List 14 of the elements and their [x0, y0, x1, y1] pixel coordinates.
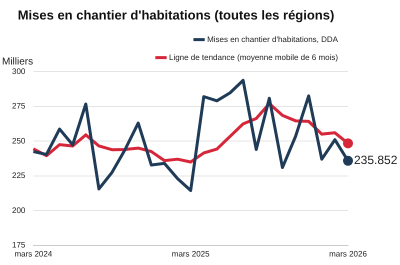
- y-tick-label: 175: [12, 240, 26, 250]
- legend-label: Ligne de tendance (moyenne mobile de 6 mois): [169, 52, 338, 62]
- x-tick-label: mars 2024: [14, 249, 53, 258]
- legend-label: Mises en chantier d'habitations, DDA: [207, 34, 339, 44]
- x-tick-label: mars 2026: [329, 249, 368, 258]
- y-tick-label: 200: [12, 206, 26, 215]
- y-axis-title: Milliers: [2, 56, 34, 68]
- x-tick-label: mars 2025: [172, 249, 210, 258]
- y-tick-label: 275: [12, 102, 26, 111]
- annotation: 235.852: [354, 153, 398, 168]
- y-tick-label: 225: [12, 171, 26, 180]
- chart-title: Mises en chantier d'habitations (toutes les régions): [18, 7, 334, 22]
- y-tick-label: 300: [12, 66, 26, 76]
- y-tick-label: 250: [12, 136, 26, 146]
